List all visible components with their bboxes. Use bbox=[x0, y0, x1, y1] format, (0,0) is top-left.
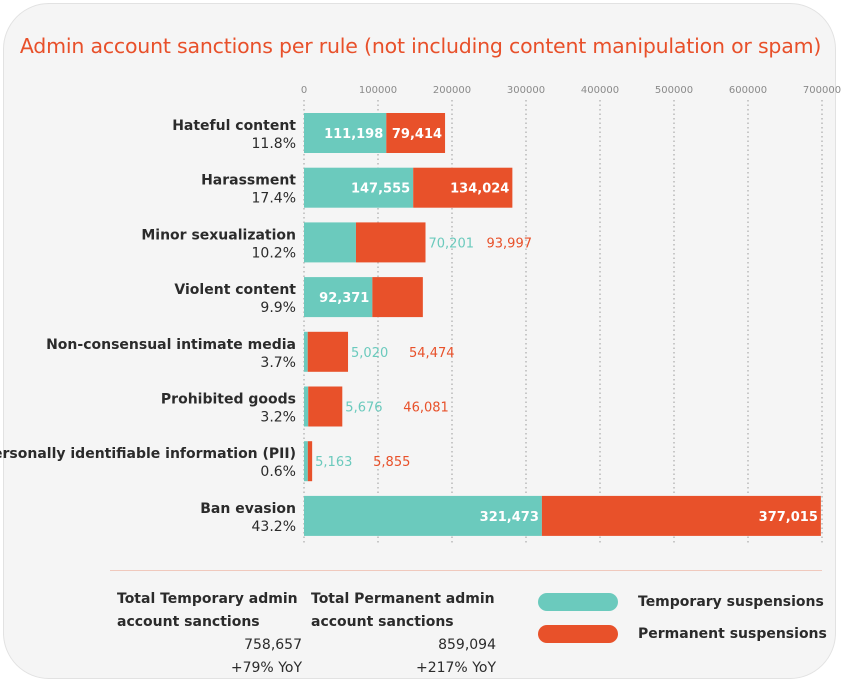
category-percent: 0.6% bbox=[260, 464, 296, 480]
data-label-temporary: 5,020 bbox=[351, 346, 388, 361]
bar-permanent bbox=[541, 495, 821, 536]
data-label-permanent: 46,081 bbox=[403, 401, 449, 416]
bar-temporary bbox=[304, 386, 309, 427]
data-label-temporary: 321,473 bbox=[480, 510, 539, 525]
data-label-temporary: 70,201 bbox=[429, 236, 475, 251]
legend-swatch-temporary bbox=[538, 593, 618, 611]
total-permanent-value: 859,094 bbox=[438, 637, 496, 653]
data-label-temporary: 92,371 bbox=[319, 291, 369, 306]
bar-temporary bbox=[304, 441, 308, 482]
legend-swatch-permanent bbox=[538, 625, 618, 643]
bar-permanent bbox=[355, 222, 426, 263]
category-percent: 3.2% bbox=[260, 410, 296, 426]
bar-temporary bbox=[304, 222, 356, 263]
total-temporary-label-2: account sanctions bbox=[117, 614, 260, 630]
bar-permanent bbox=[307, 331, 349, 372]
legend-label-permanent: Permanent suspensions bbox=[638, 626, 827, 642]
bar-permanent bbox=[308, 386, 343, 427]
bar-temporary bbox=[304, 113, 387, 153]
bar-permanent bbox=[413, 167, 513, 208]
category-percent: 3.7% bbox=[260, 355, 296, 371]
category-label: Minor sexualization bbox=[141, 227, 296, 243]
category-label: Violent content bbox=[174, 282, 296, 298]
total-temporary: Total Temporary admin account sanctions … bbox=[117, 588, 302, 680]
data-label-temporary: 147,555 bbox=[351, 182, 410, 197]
x-tick-label: 500000 bbox=[655, 85, 693, 96]
category-label: Personally identifiable information (PII… bbox=[0, 446, 296, 462]
category-percent: 9.9% bbox=[260, 300, 296, 316]
total-temporary-label-1: Total Temporary admin bbox=[117, 591, 298, 607]
data-label-permanent: 54,474 bbox=[409, 346, 455, 361]
x-tick-label: 600000 bbox=[729, 85, 767, 96]
data-label-temporary: 5,676 bbox=[345, 401, 382, 416]
bar-permanent bbox=[372, 277, 423, 318]
category-label: Harassment bbox=[201, 173, 296, 189]
bar-temporary bbox=[304, 167, 414, 208]
bar-temporary bbox=[304, 495, 542, 536]
category-label: Ban evasion bbox=[200, 501, 296, 517]
total-permanent-label-2: account sanctions bbox=[311, 614, 454, 630]
x-tick-label: 0 bbox=[301, 85, 307, 96]
total-temporary-yoy: +79% YoY bbox=[230, 660, 302, 676]
category-percent: 17.4% bbox=[252, 191, 296, 207]
bar-temporary bbox=[304, 277, 373, 318]
x-tick-label: 300000 bbox=[507, 85, 545, 96]
total-permanent: Total Permanent admin account sanctions … bbox=[311, 588, 496, 680]
total-temporary-value: 758,657 bbox=[244, 637, 302, 653]
data-label-permanent: 377,015 bbox=[759, 510, 818, 525]
chart-title: Admin account sanctions per rule (not in… bbox=[19, 34, 822, 58]
data-label-temporary: 5,163 bbox=[315, 455, 352, 470]
legend-item-permanent: Permanent suspensions bbox=[538, 624, 827, 644]
category-label: Hateful content bbox=[172, 118, 296, 134]
data-label-temporary: 111,198 bbox=[324, 127, 383, 142]
x-tick-label: 400000 bbox=[581, 85, 619, 96]
legend-label-temporary: Temporary suspensions bbox=[638, 594, 824, 610]
footer-divider bbox=[110, 570, 822, 571]
total-permanent-yoy: +217% YoY bbox=[415, 660, 496, 676]
data-label-permanent: 5,855 bbox=[373, 455, 410, 470]
data-label-permanent: 79,414 bbox=[392, 127, 442, 142]
bar-temporary bbox=[304, 331, 308, 372]
data-label-permanent: 93,997 bbox=[487, 236, 533, 251]
x-tick-label: 100000 bbox=[359, 85, 397, 96]
x-tick-label: 700000 bbox=[803, 85, 841, 96]
data-label-permanent: 134,024 bbox=[450, 182, 509, 197]
category-label: Non-consensual intimate media bbox=[46, 337, 296, 353]
category-percent: 43.2% bbox=[252, 519, 296, 535]
legend-item-temporary: Temporary suspensions bbox=[538, 592, 824, 612]
category-percent: 10.2% bbox=[252, 245, 296, 261]
category-label: Prohibited goods bbox=[161, 392, 296, 408]
bar-permanent bbox=[386, 113, 446, 153]
category-percent: 11.8% bbox=[252, 136, 296, 152]
total-permanent-label-1: Total Permanent admin bbox=[311, 591, 495, 607]
bar-permanent bbox=[307, 441, 313, 482]
x-tick-label: 200000 bbox=[433, 85, 471, 96]
